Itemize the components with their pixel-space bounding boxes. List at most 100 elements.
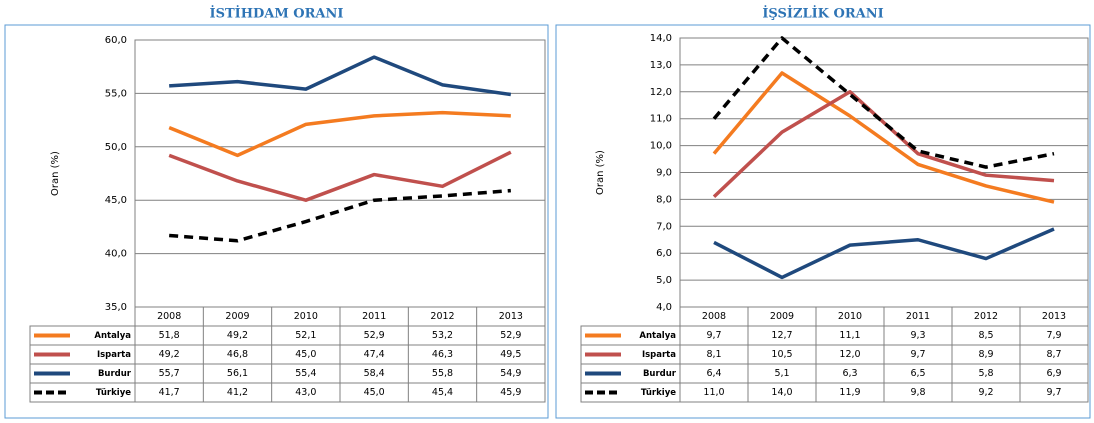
value-label: 58,4 — [364, 368, 385, 379]
value-label: 8,9 — [978, 349, 993, 360]
value-label: 9,7 — [706, 330, 721, 341]
series-line — [712, 90, 1055, 198]
series-line — [713, 227, 1055, 280]
value-label: 52,9 — [364, 330, 385, 341]
y-tick-label: 10,0 — [650, 141, 672, 152]
legend-label: Burdur — [643, 369, 677, 379]
x-tick-label: 2008 — [702, 311, 726, 322]
value-label: 46,3 — [432, 349, 453, 360]
y-tick-label: 40,0 — [105, 249, 127, 260]
y-tick-label: 5,0 — [656, 275, 672, 286]
x-tick-label: 2010 — [294, 311, 318, 322]
chart-title: İŞSİZLİK ORANI — [762, 6, 883, 22]
value-label: 41,2 — [227, 387, 248, 398]
legend-label: Isparta — [642, 350, 676, 360]
value-label: 49,2 — [159, 349, 180, 360]
value-label: 6,9 — [1046, 368, 1061, 379]
value-label: 45,4 — [432, 387, 453, 398]
y-tick-label: 14,0 — [650, 33, 672, 44]
y-tick-label: 7,0 — [656, 221, 672, 232]
value-label: 54,9 — [500, 368, 521, 379]
chart-title: İSTİHDAM ORANI — [210, 6, 344, 22]
value-label: 46,8 — [227, 349, 248, 360]
value-label: 12,7 — [771, 330, 792, 341]
x-tick-label: 2009 — [225, 311, 249, 322]
y-axis-label: Oran (%) — [595, 150, 606, 195]
legend-label: Antalya — [639, 331, 676, 341]
value-label: 47,4 — [364, 349, 385, 360]
x-tick-label: 2009 — [770, 311, 794, 322]
y-tick-label: 45,0 — [105, 195, 127, 206]
value-label: 52,1 — [295, 330, 316, 341]
y-tick-label: 6,0 — [656, 248, 672, 259]
y-tick-label: 60,0 — [105, 35, 127, 46]
x-tick-label: 2011 — [906, 311, 930, 322]
value-label: 8,7 — [1046, 349, 1061, 360]
value-label: 55,8 — [432, 368, 453, 379]
value-label: 9,8 — [910, 387, 925, 398]
series-line — [712, 36, 1055, 169]
x-tick-label: 2010 — [838, 311, 862, 322]
y-axis-label: Oran (%) — [50, 151, 61, 196]
value-label: 51,8 — [159, 330, 180, 341]
x-tick-label: 2012 — [430, 311, 454, 322]
series-line — [169, 55, 512, 97]
series-line — [168, 110, 511, 158]
value-label: 12,0 — [839, 349, 860, 360]
value-label: 11,0 — [703, 387, 724, 398]
value-label: 6,4 — [706, 368, 721, 379]
x-tick-label: 2011 — [362, 311, 386, 322]
y-tick-label: 4,0 — [656, 302, 672, 313]
y-tick-label: 13,0 — [650, 60, 672, 71]
legend-label: Antalya — [94, 331, 131, 341]
value-label: 11,9 — [839, 387, 860, 398]
value-label: 49,2 — [227, 330, 248, 341]
value-label: 7,9 — [1046, 330, 1061, 341]
value-label: 14,0 — [771, 387, 792, 398]
y-tick-label: 8,0 — [656, 194, 672, 205]
value-label: 49,5 — [500, 349, 521, 360]
series-line — [169, 188, 511, 243]
legend-label: Isparta — [97, 350, 131, 360]
legend-label: Burdur — [98, 369, 132, 379]
value-label: 45,0 — [295, 349, 316, 360]
value-label: 5,8 — [978, 368, 993, 379]
value-label: 9,7 — [1046, 387, 1061, 398]
x-tick-label: 2013 — [499, 311, 523, 322]
series-line — [712, 71, 1055, 204]
value-label: 5,1 — [774, 368, 789, 379]
y-tick-label: 55,0 — [105, 88, 127, 99]
value-label: 6,3 — [842, 368, 857, 379]
x-tick-label: 2012 — [974, 311, 998, 322]
value-label: 53,2 — [432, 330, 453, 341]
panel-border — [555, 24, 1091, 419]
y-tick-label: 50,0 — [105, 142, 127, 153]
plot-border — [134, 39, 546, 308]
value-label: 45,0 — [364, 387, 385, 398]
value-label: 45,9 — [500, 387, 521, 398]
value-label: 55,4 — [295, 368, 316, 379]
value-label: 9,2 — [978, 387, 993, 398]
x-tick-label: 2013 — [1042, 311, 1066, 322]
value-label: 10,5 — [771, 349, 792, 360]
value-label: 52,9 — [500, 330, 521, 341]
y-tick-label: 12,0 — [650, 87, 672, 98]
y-tick-label: 9,0 — [656, 168, 672, 179]
panel-border — [4, 24, 549, 419]
y-tick-label: 35,0 — [105, 302, 127, 313]
legend-label: Türkiye — [96, 388, 131, 398]
value-label: 9,3 — [910, 330, 925, 341]
value-label: 6,5 — [910, 368, 925, 379]
series-line — [168, 150, 512, 202]
value-label: 11,1 — [839, 330, 860, 341]
value-label: 55,7 — [159, 368, 180, 379]
value-label: 8,5 — [978, 330, 993, 341]
value-label: 41,7 — [159, 387, 180, 398]
value-label: 56,1 — [227, 368, 248, 379]
value-label: 8,1 — [706, 349, 721, 360]
x-tick-label: 2008 — [157, 311, 181, 322]
legend-label: Türkiye — [641, 388, 676, 398]
value-label: 43,0 — [295, 387, 316, 398]
value-label: 9,7 — [910, 349, 925, 360]
